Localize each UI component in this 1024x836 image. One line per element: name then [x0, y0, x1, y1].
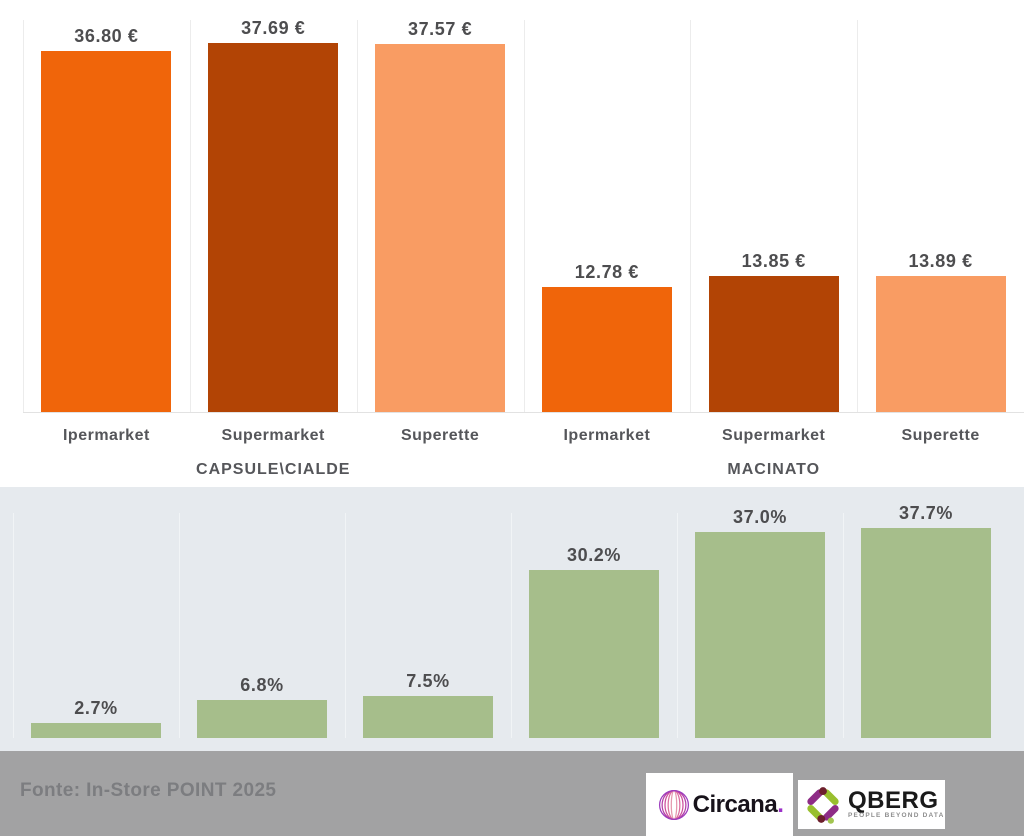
qberg-diamond-icon — [807, 786, 839, 824]
price-bar — [208, 42, 339, 412]
sphere-ring — [658, 789, 689, 820]
bar-value-label: 13.89 € — [908, 250, 973, 271]
price-bar — [875, 275, 1006, 412]
sphere-ring — [670, 789, 677, 820]
price-bar — [541, 286, 672, 412]
percent-bar — [197, 700, 327, 738]
diamond-dot-maroon — [817, 814, 826, 823]
gridline — [857, 20, 859, 412]
price-bar — [375, 43, 506, 412]
diamond-dot-maroon — [819, 786, 827, 795]
gridline — [523, 20, 525, 412]
source-note: Fonte: In-Store POINT 2025 — [20, 780, 277, 801]
circana-dot: . — [777, 790, 784, 818]
qberg-name: QBERG — [848, 787, 939, 814]
column-separator — [345, 513, 346, 738]
column-separator — [511, 513, 512, 738]
category-label: Ipermarket — [563, 427, 651, 444]
circana-sphere-icon — [658, 789, 689, 820]
diamond-segment-lime — [823, 788, 839, 805]
category-label: Ipermarket — [62, 427, 150, 444]
bar-value-label: 37.69 € — [241, 17, 306, 38]
group-label: MACINATO — [727, 461, 821, 478]
price-bar — [41, 51, 172, 412]
percent-bar — [695, 531, 825, 738]
diamond-segment-lime — [807, 804, 823, 821]
bar-value-label: 37.57 € — [407, 18, 473, 39]
price-bar — [708, 276, 839, 412]
bar-value-label: 37.0% — [732, 506, 788, 527]
diamond-segment-magenta — [823, 804, 839, 821]
bar-value-label: 6.8% — [240, 675, 284, 696]
bar-value-label: 36.80 € — [74, 26, 139, 47]
qberg-tagline: PEOPLE BEYOND DATA — [848, 812, 945, 819]
qberg-logo: QBERG PEOPLE BEYOND DATA — [798, 780, 945, 829]
column-separator — [13, 513, 14, 738]
group-label: CAPSULE\CIALDE — [196, 461, 351, 478]
qberg-wordmark: QBERG PEOPLE BEYOND DATA — [848, 787, 945, 820]
bar-value-label: 37.7% — [898, 502, 954, 523]
percent-bar — [529, 569, 659, 738]
diamond-dot-green — [827, 817, 834, 824]
percent-bar — [363, 696, 493, 738]
percent-bar — [861, 527, 991, 738]
sphere-ring — [667, 789, 681, 820]
gridline — [189, 20, 191, 412]
circana-wordmark: Circana. — [693, 791, 784, 819]
circana-name: Circana — [692, 790, 778, 818]
circana-logo: Circana. — [646, 773, 793, 836]
sphere-ring — [661, 789, 687, 820]
footer: Fonte: In-Store POINT 2025 Circana. — [0, 751, 1024, 836]
bar-value-label: 30.2% — [566, 544, 622, 565]
category-label: Supermarket — [722, 427, 826, 444]
diamond-segment-magenta — [807, 788, 823, 805]
gridline — [23, 20, 24, 412]
column-separator — [179, 513, 180, 738]
percent-bar-chart: 2.7% 6.8% 7.5% 30.2% 37.0% 37.7% — [0, 487, 1024, 751]
gridline — [690, 20, 692, 412]
bar-value-label: 13.85 € — [741, 251, 806, 272]
bar-value-label: 2.7% — [74, 697, 118, 718]
column-separator — [677, 513, 678, 738]
percent-bar — [31, 722, 161, 738]
bar-value-label: 12.78 € — [574, 261, 640, 282]
category-label: Superette — [400, 427, 480, 444]
bar-value-label: 7.5% — [406, 671, 450, 692]
category-label: Superette — [901, 427, 980, 444]
column-separator — [843, 513, 844, 738]
price-bar-chart: 36.80 € 37.69 € 37.57 € 12.78 € 13.85 € 13.89… — [23, 17, 1024, 478]
category-label: Supermarket — [221, 427, 325, 444]
gridline — [356, 20, 358, 412]
x-axis-line — [23, 412, 1024, 413]
